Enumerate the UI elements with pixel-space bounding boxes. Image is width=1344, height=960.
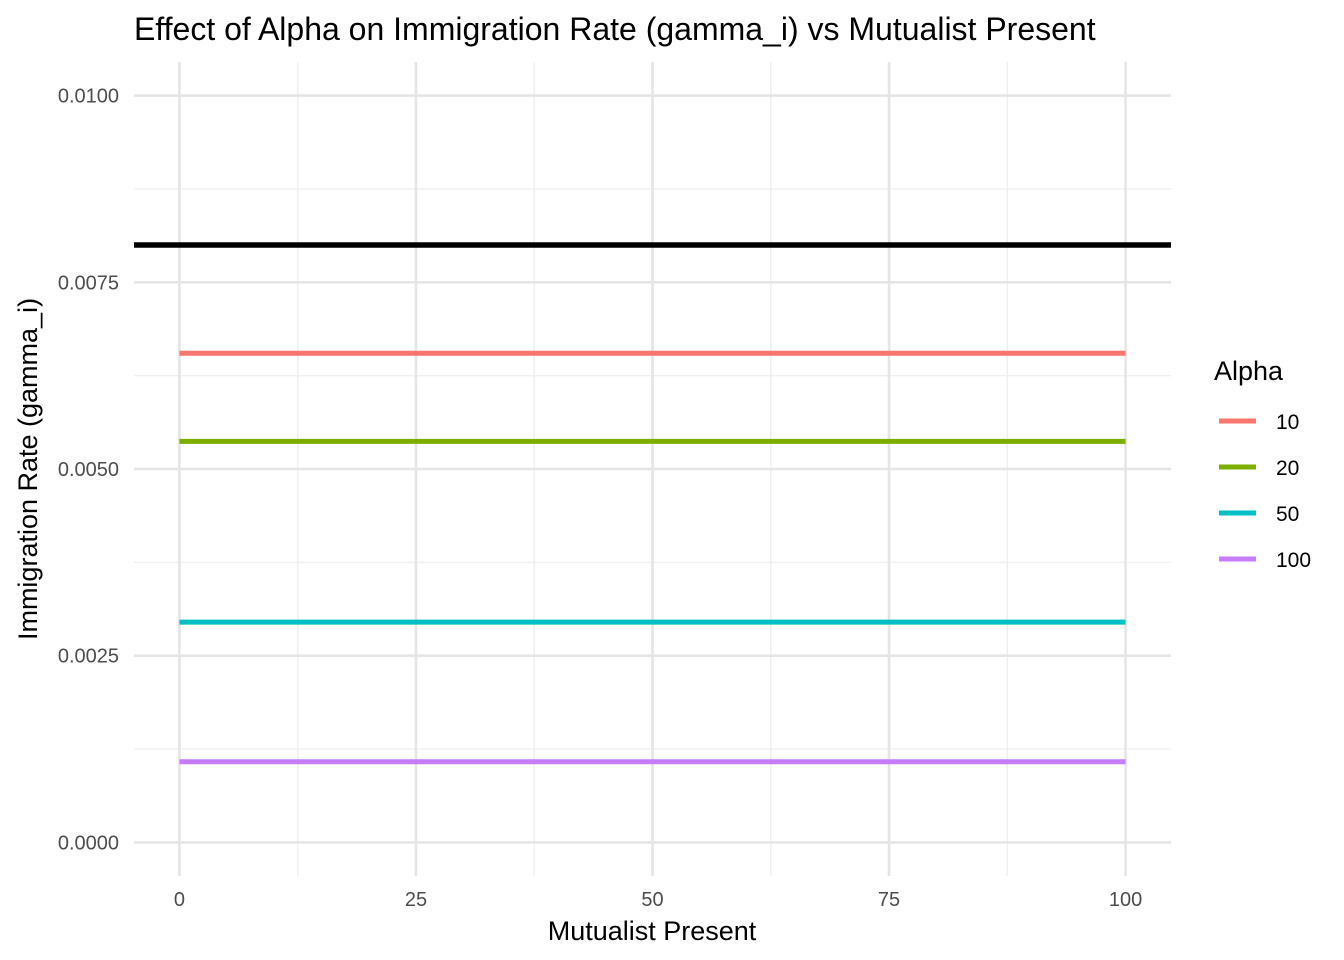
chart-title: Effect of Alpha on Immigration Rate (gam… <box>134 11 1096 47</box>
y-tick-labels: 0.0000 0.0025 0.0050 0.0075 0.0100 <box>58 86 119 855</box>
y-tick-label: 0.0050 <box>58 459 119 481</box>
x-axis-title: Mutualist Present <box>548 916 757 946</box>
legend-label-alpha-50: 50 <box>1276 503 1299 526</box>
y-axis-title: Immigration Rate (gamma_i) <box>13 298 43 640</box>
x-tick-label: 25 <box>405 889 427 911</box>
grid <box>134 62 1171 876</box>
y-tick-label: 0.0000 <box>58 832 119 854</box>
legend-title: Alpha <box>1214 356 1284 386</box>
legend-items: 10 20 50 100 <box>1219 411 1311 572</box>
x-tick-label: 75 <box>878 889 900 911</box>
series-lines <box>179 350 1126 765</box>
y-tick-label: 0.0075 <box>58 272 119 294</box>
legend-label-alpha-20: 20 <box>1276 457 1299 480</box>
legend: Alpha 10 20 50 100 <box>1214 356 1311 572</box>
y-tick-label: 0.0100 <box>58 86 119 108</box>
x-tick-label: 0 <box>174 889 185 911</box>
x-tick-label: 100 <box>1109 889 1142 911</box>
x-tick-labels: 0 25 50 75 100 <box>174 889 1142 911</box>
x-tick-label: 50 <box>641 889 663 911</box>
legend-label-alpha-100: 100 <box>1276 549 1311 572</box>
y-tick-label: 0.0025 <box>58 646 119 668</box>
legend-label-alpha-10: 10 <box>1276 411 1299 434</box>
